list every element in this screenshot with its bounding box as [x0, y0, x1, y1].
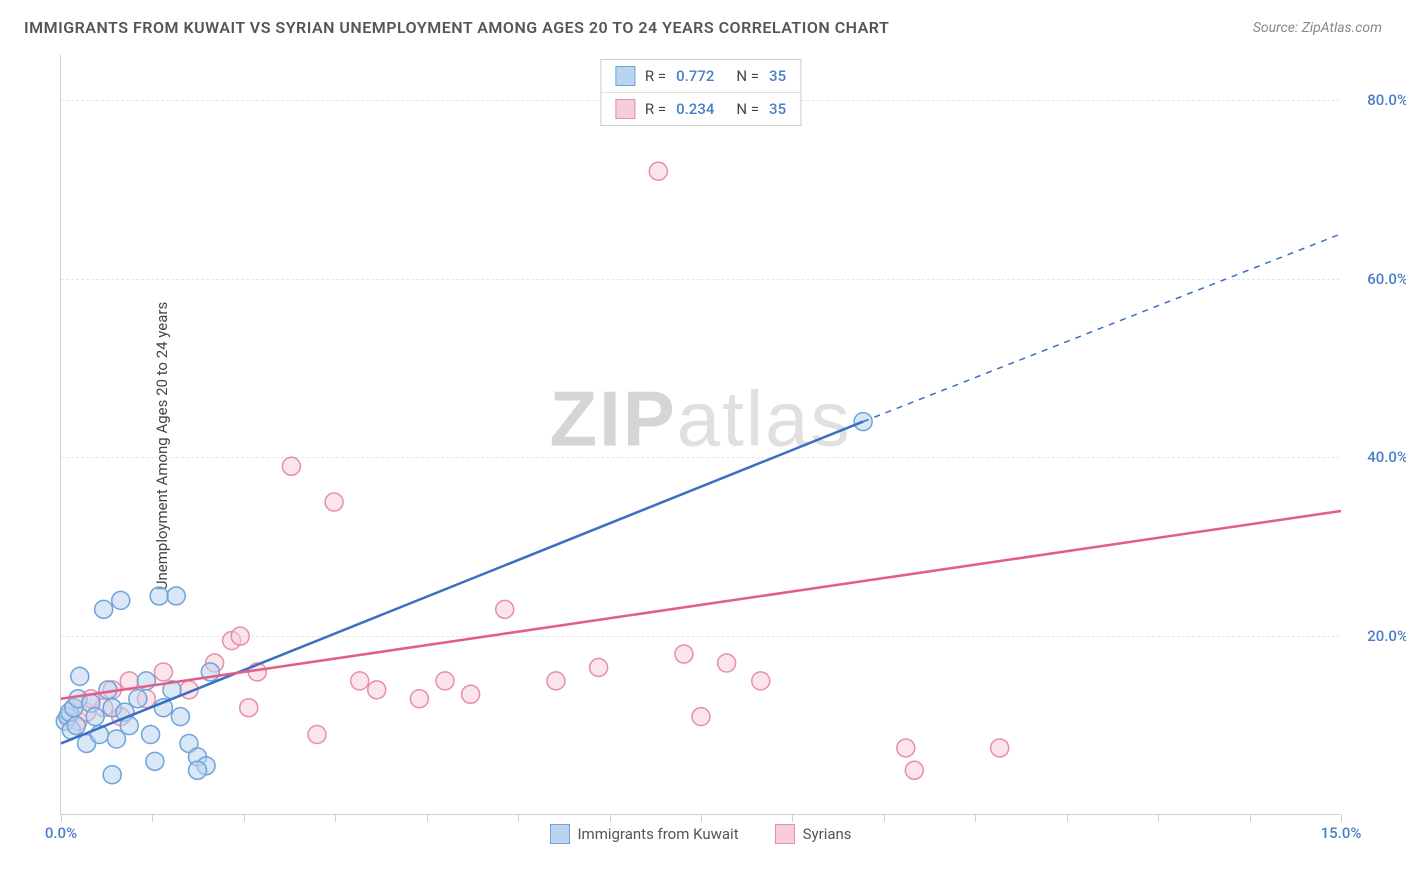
x-tick-mark [792, 814, 793, 822]
x-tick-mark [1341, 814, 1342, 822]
x-tick-mark [975, 814, 976, 822]
x-tick-mark [1250, 814, 1251, 822]
data-point-syrians [325, 493, 343, 511]
legend-r-value: 0.234 [676, 100, 714, 118]
source-label: Source: ZipAtlas.com [1253, 20, 1382, 36]
x-tick-mark [427, 814, 428, 822]
x-tick-mark [244, 814, 245, 822]
data-point-syrians [462, 685, 480, 703]
legend-n-label: N = [736, 67, 759, 85]
data-point-syrians [240, 699, 258, 717]
legend-swatch [775, 824, 795, 844]
data-point-syrians [718, 654, 736, 672]
data-point-kuwait [67, 717, 85, 735]
data-point-kuwait [86, 708, 104, 726]
data-point-kuwait [167, 587, 185, 605]
data-point-kuwait [142, 726, 160, 744]
legend-n-label: N = [736, 100, 759, 118]
data-point-kuwait [103, 766, 121, 784]
y-tick-label: 80.0% [1367, 91, 1406, 109]
data-point-syrians [649, 162, 667, 180]
data-point-syrians [675, 645, 693, 663]
data-point-kuwait [146, 752, 164, 770]
y-tick-label: 60.0% [1367, 270, 1406, 288]
data-point-syrians [282, 457, 300, 475]
legend-series-label: Immigrants from Kuwait [577, 825, 738, 843]
data-point-kuwait [129, 690, 147, 708]
legend-swatch [549, 824, 569, 844]
x-tick-label: 0.0% [45, 824, 77, 842]
legend-series-item: Immigrants from Kuwait [549, 824, 738, 844]
data-point-kuwait [150, 587, 168, 605]
data-point-syrians [496, 600, 514, 618]
y-tick-label: 40.0% [1367, 448, 1406, 466]
data-point-syrians [692, 708, 710, 726]
data-point-syrians [154, 663, 172, 681]
x-tick-mark [701, 814, 702, 822]
data-point-kuwait [112, 591, 130, 609]
data-point-syrians [231, 627, 249, 645]
plot-area: ZIPatlas R =0.772N =35R =0.234N =35 Immi… [60, 55, 1340, 815]
data-point-syrians [436, 672, 454, 690]
x-tick-mark [152, 814, 153, 822]
legend-series-label: Syrians [803, 825, 852, 843]
data-point-syrians [905, 761, 923, 779]
legend-r-label: R = [645, 67, 666, 85]
data-point-syrians [308, 726, 326, 744]
legend-correlation-row: R = 0.234 N = 35 [601, 93, 800, 125]
trend-line-syrians [61, 511, 1341, 699]
x-tick-mark [335, 814, 336, 822]
chart-title: IMMIGRANTS FROM KUWAIT VS SYRIAN UNEMPLO… [24, 18, 889, 37]
legend-series: Immigrants from Kuwait Syrians [549, 824, 851, 844]
data-point-syrians [547, 672, 565, 690]
x-tick-mark [61, 814, 62, 822]
data-point-syrians [991, 739, 1009, 757]
data-point-syrians [351, 672, 369, 690]
legend-n-value: 35 [769, 67, 786, 85]
data-point-kuwait [95, 600, 113, 618]
legend-swatch [615, 99, 635, 119]
data-point-kuwait [71, 667, 89, 685]
data-point-syrians [590, 658, 608, 676]
data-point-syrians [410, 690, 428, 708]
x-tick-mark [1067, 814, 1068, 822]
chart-svg [61, 55, 1340, 814]
x-tick-mark [518, 814, 519, 822]
legend-n-value: 35 [769, 100, 786, 118]
legend-correlation: R = 0.772 N = 35 R = 0.234 N = 35 [600, 59, 801, 126]
y-tick-label: 20.0% [1367, 627, 1406, 645]
x-tick-mark [884, 814, 885, 822]
legend-correlation-row: R = 0.772 N = 35 [601, 60, 800, 93]
x-tick-mark [1158, 814, 1159, 822]
legend-series-item: Syrians [775, 824, 852, 844]
data-point-syrians [897, 739, 915, 757]
trend-line-dashed-kuwait [863, 234, 1341, 422]
x-tick-label: 15.0% [1321, 824, 1362, 842]
legend-swatch [615, 66, 635, 86]
x-tick-mark [610, 814, 611, 822]
data-point-kuwait [189, 761, 207, 779]
data-point-syrians [368, 681, 386, 699]
legend-r-value: 0.772 [676, 67, 714, 85]
data-point-kuwait [171, 708, 189, 726]
data-point-syrians [752, 672, 770, 690]
legend-r-label: R = [645, 100, 666, 118]
